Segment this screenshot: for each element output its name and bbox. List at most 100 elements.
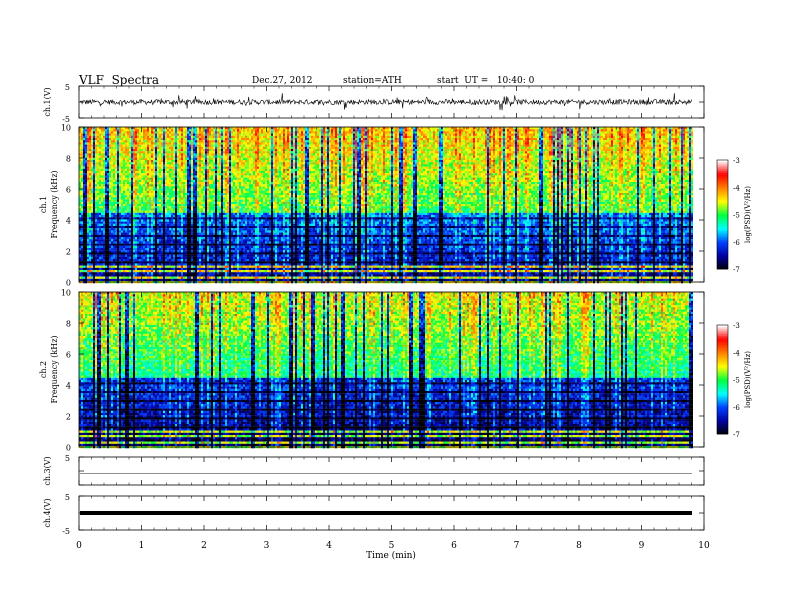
ch1-spec-cell <box>117 263 119 265</box>
ch1-spec-cell <box>87 233 89 235</box>
ch1-spec-cell <box>97 129 99 131</box>
ch1-spec-cell <box>115 208 117 210</box>
ch1-spec-cell <box>143 211 145 213</box>
ch1-spec-cell <box>151 202 153 204</box>
ch1-spec-cell <box>139 175 141 177</box>
ch1-spec-cell <box>103 226 105 228</box>
ch1-spec-cell <box>133 259 135 261</box>
ch1-spec-cell <box>123 246 125 248</box>
ch1-spec-cell <box>119 272 121 274</box>
ch1-spec-cell <box>81 261 83 263</box>
ch1-spec-cell <box>125 191 127 193</box>
ch1-spec-cell <box>141 235 143 237</box>
ch1-spec-cell <box>91 268 93 270</box>
ch1-spec-cell <box>83 129 85 131</box>
ch1-spec-cell <box>149 206 151 208</box>
ch1-spec-cell <box>151 222 153 224</box>
ch1-spec-cell <box>95 138 97 140</box>
ch1-spec-cell <box>101 217 103 219</box>
ch1-spec-cell <box>127 244 129 246</box>
ch1-spec-cell <box>135 241 137 243</box>
ch1-spec-cell <box>105 169 107 171</box>
ch1-spec-cell <box>119 268 121 270</box>
ch1-spec-cell <box>101 189 103 191</box>
ch1-spec-cell <box>81 197 83 199</box>
ch1-spec-cell <box>151 263 153 265</box>
ch1-spec-cell <box>93 268 95 270</box>
ch1-spec-cell <box>99 224 101 226</box>
ch1-spec-cell <box>151 252 153 254</box>
ch1-spec-cell <box>141 268 143 270</box>
ch1-spec-cell <box>81 230 83 232</box>
ch1-spec-cell <box>91 246 93 248</box>
ch1-spec-cell <box>131 175 133 177</box>
ch1-spec-cell <box>121 263 123 265</box>
ch1-spec-cell <box>135 230 137 232</box>
ch1-spec-cell <box>103 142 105 144</box>
ch1-spec-cell <box>95 147 97 149</box>
ch1-spec-cell <box>131 178 133 180</box>
ch1-spec-cell <box>103 213 105 215</box>
ch1-spec-cell <box>87 257 89 259</box>
ch1-spec-cell <box>85 180 87 182</box>
ch1-spec-cell <box>159 268 161 270</box>
ch1-spec-cell <box>129 248 131 250</box>
ch1-spec-cell <box>161 151 163 153</box>
ch1-spec-cell <box>123 184 125 186</box>
ch1-spec-cell <box>147 169 149 171</box>
ch1-spec-cell <box>111 263 113 265</box>
ch1-spec-cell <box>99 228 101 230</box>
ch1-spec-cell <box>157 134 159 136</box>
ch1-spec-cell <box>127 149 129 151</box>
ch1-spec-cell <box>153 274 155 276</box>
ch1-spec-cell <box>155 222 157 224</box>
ch1-spec-cell <box>91 217 93 219</box>
ch1-spec-cell <box>89 202 91 204</box>
ch1-spec-cell <box>95 131 97 133</box>
ch1-spec-cell <box>151 268 153 270</box>
ch1-spec-cell <box>117 215 119 217</box>
ch1-spec-cell <box>111 160 113 162</box>
ch1-spec-cell <box>87 197 89 199</box>
ch1-spec-cell <box>143 186 145 188</box>
ch1-spec-cell <box>117 204 119 206</box>
ch1-spec-cell <box>125 235 127 237</box>
ch1-spec-cell <box>95 250 97 252</box>
ch1-spec-cell <box>99 197 101 199</box>
ch1-spec-cell <box>153 145 155 147</box>
ch1-spec-cell <box>105 213 107 215</box>
ch1-spec-cell <box>141 178 143 180</box>
ch1-spec-cell <box>159 270 161 272</box>
ch1-spec-cell <box>131 167 133 169</box>
ch1-spec-cell <box>113 178 115 180</box>
ch1-spec-cell <box>143 191 145 193</box>
ch1-spec-cell <box>133 237 135 239</box>
ch1-spec-cell <box>109 250 111 252</box>
ch1-spec-cell <box>131 189 133 191</box>
ch1-spec-cell <box>131 252 133 254</box>
ch1-spec-cell <box>149 180 151 182</box>
ch1-spec-cell <box>93 233 95 235</box>
ch1-spec-cell <box>113 193 115 195</box>
ch1-spec-cell <box>131 162 133 164</box>
ch1-spec-cell <box>141 195 143 197</box>
ch1-spec-cell <box>153 233 155 235</box>
ch1-spec-cell <box>155 167 157 169</box>
ch1-spec-cell <box>85 191 87 193</box>
ch1-spec-cell <box>89 149 91 151</box>
ch1-spec-cell <box>99 277 101 279</box>
ch1-spec-cell <box>157 173 159 175</box>
ch1-spec-cell <box>125 134 127 136</box>
ch1-spec-cell <box>137 184 139 186</box>
ch1-spec-cell <box>153 147 155 149</box>
ch1-spec-cell <box>123 277 125 279</box>
ch1-spec-cell <box>139 129 141 131</box>
ch1-spec-cell <box>155 197 157 199</box>
ch1-spec-cell <box>81 259 83 261</box>
ch1-spec-cell <box>101 158 103 160</box>
ch1-spec-cell <box>129 217 131 219</box>
ch1-spec-cell <box>107 136 109 138</box>
ch1-spec-cell <box>127 224 129 226</box>
ch1-spec-cell <box>131 215 133 217</box>
ch1-spec-cell <box>115 151 117 153</box>
